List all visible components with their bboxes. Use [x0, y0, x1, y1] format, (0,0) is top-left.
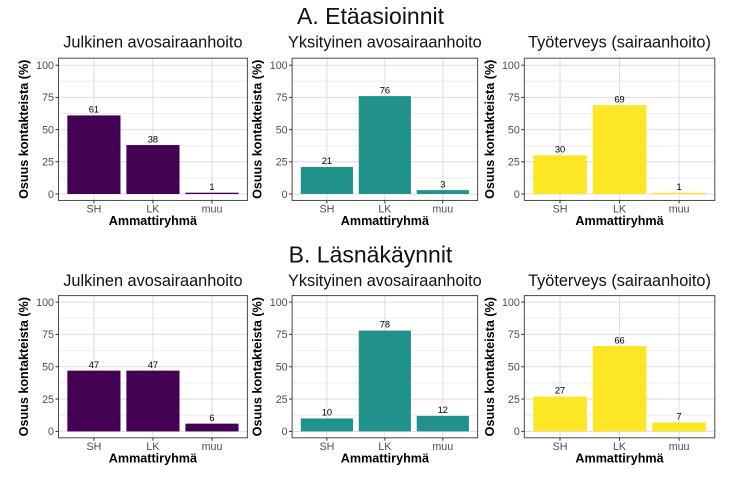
svg-text:muu: muu [669, 441, 690, 453]
svg-text:muu: muu [202, 204, 223, 216]
svg-text:Ammattiryhmä: Ammattiryhmä [341, 452, 430, 466]
svg-text:75: 75 [508, 329, 520, 341]
svg-text:25: 25 [276, 157, 288, 169]
svg-text:12: 12 [438, 405, 448, 415]
svg-text:Työterveys (sairaanhoito): Työterveys (sairaanhoito) [528, 34, 711, 52]
svg-text:Yksityinen avosairaanhoito: Yksityinen avosairaanhoito [288, 34, 482, 52]
svg-text:Ammattiryhmä: Ammattiryhmä [109, 214, 198, 228]
svg-text:10: 10 [322, 408, 332, 418]
svg-text:75: 75 [42, 92, 54, 104]
svg-text:25: 25 [508, 394, 520, 406]
svg-text:61: 61 [89, 105, 99, 115]
svg-text:27: 27 [555, 386, 565, 396]
svg-text:66: 66 [614, 335, 624, 345]
svg-text:0: 0 [282, 189, 288, 201]
svg-text:LK: LK [146, 441, 160, 453]
svg-text:Julkinen avosairaanhoito: Julkinen avosairaanhoito [63, 272, 242, 290]
svg-text:1: 1 [677, 182, 682, 192]
svg-text:A. Etäasioinnit: A. Etäasioinnit [297, 3, 445, 29]
svg-text:7: 7 [677, 412, 682, 422]
svg-text:muu: muu [432, 204, 453, 216]
svg-text:100: 100 [502, 297, 520, 309]
svg-text:25: 25 [508, 157, 520, 169]
svg-text:muu: muu [432, 441, 453, 453]
svg-text:Osuus kontakteista (%): Osuus kontakteista (%) [17, 297, 31, 436]
svg-text:50: 50 [276, 124, 288, 136]
svg-text:0: 0 [282, 426, 288, 438]
svg-text:0: 0 [514, 189, 520, 201]
svg-text:47: 47 [148, 360, 158, 370]
svg-text:LK: LK [378, 204, 392, 216]
svg-text:SH: SH [86, 441, 101, 453]
svg-text:100: 100 [270, 60, 288, 72]
svg-text:Ammattiryhmä: Ammattiryhmä [575, 452, 664, 466]
svg-text:Työterveys (sairaanhoito): Työterveys (sairaanhoito) [528, 272, 711, 290]
svg-text:3: 3 [440, 179, 445, 189]
svg-text:50: 50 [508, 124, 520, 136]
svg-text:LK: LK [378, 441, 392, 453]
svg-text:78: 78 [380, 320, 390, 330]
svg-text:SH: SH [553, 441, 568, 453]
svg-text:47: 47 [89, 360, 99, 370]
svg-text:0: 0 [48, 426, 54, 438]
svg-text:0: 0 [48, 189, 54, 201]
svg-text:0: 0 [514, 426, 520, 438]
svg-text:Ammattiryhmä: Ammattiryhmä [341, 214, 430, 228]
svg-text:25: 25 [42, 394, 54, 406]
svg-text:50: 50 [508, 362, 520, 374]
svg-text:75: 75 [276, 329, 288, 341]
svg-text:25: 25 [42, 157, 54, 169]
svg-text:50: 50 [276, 362, 288, 374]
svg-text:Julkinen avosairaanhoito: Julkinen avosairaanhoito [63, 34, 242, 52]
svg-text:1: 1 [209, 182, 214, 192]
svg-text:SH: SH [319, 441, 334, 453]
svg-text:Osuus kontakteista (%): Osuus kontakteista (%) [251, 297, 265, 436]
svg-text:Ammattiryhmä: Ammattiryhmä [109, 452, 198, 466]
svg-text:SH: SH [319, 204, 334, 216]
svg-text:25: 25 [276, 394, 288, 406]
svg-text:Osuus kontakteista (%): Osuus kontakteista (%) [17, 60, 31, 199]
svg-text:100: 100 [270, 297, 288, 309]
svg-text:muu: muu [202, 441, 223, 453]
svg-text:100: 100 [502, 60, 520, 72]
svg-text:75: 75 [42, 329, 54, 341]
svg-text:muu: muu [669, 204, 690, 216]
svg-text:38: 38 [148, 134, 158, 144]
svg-text:75: 75 [508, 92, 520, 104]
svg-text:69: 69 [614, 94, 624, 104]
svg-text:76: 76 [380, 85, 390, 95]
svg-text:LK: LK [613, 204, 627, 216]
svg-text:75: 75 [276, 92, 288, 104]
svg-text:SH: SH [553, 204, 568, 216]
svg-text:Ammattiryhmä: Ammattiryhmä [575, 214, 664, 228]
svg-text:SH: SH [86, 204, 101, 216]
svg-text:6: 6 [209, 413, 214, 423]
svg-text:50: 50 [42, 124, 54, 136]
svg-text:100: 100 [36, 297, 54, 309]
svg-text:30: 30 [555, 145, 565, 155]
svg-text:50: 50 [42, 362, 54, 374]
svg-text:21: 21 [322, 156, 332, 166]
svg-text:B. Läsnäkäynnit: B. Läsnäkäynnit [289, 242, 453, 268]
svg-text:100: 100 [36, 60, 54, 72]
svg-text:LK: LK [146, 204, 160, 216]
svg-text:Osuus kontakteista (%): Osuus kontakteista (%) [483, 60, 497, 199]
svg-text:LK: LK [613, 441, 627, 453]
svg-text:Osuus kontakteista (%): Osuus kontakteista (%) [251, 60, 265, 199]
svg-text:Yksityinen avosairaanhoito: Yksityinen avosairaanhoito [288, 272, 482, 290]
svg-text:Osuus kontakteista (%): Osuus kontakteista (%) [483, 297, 497, 436]
